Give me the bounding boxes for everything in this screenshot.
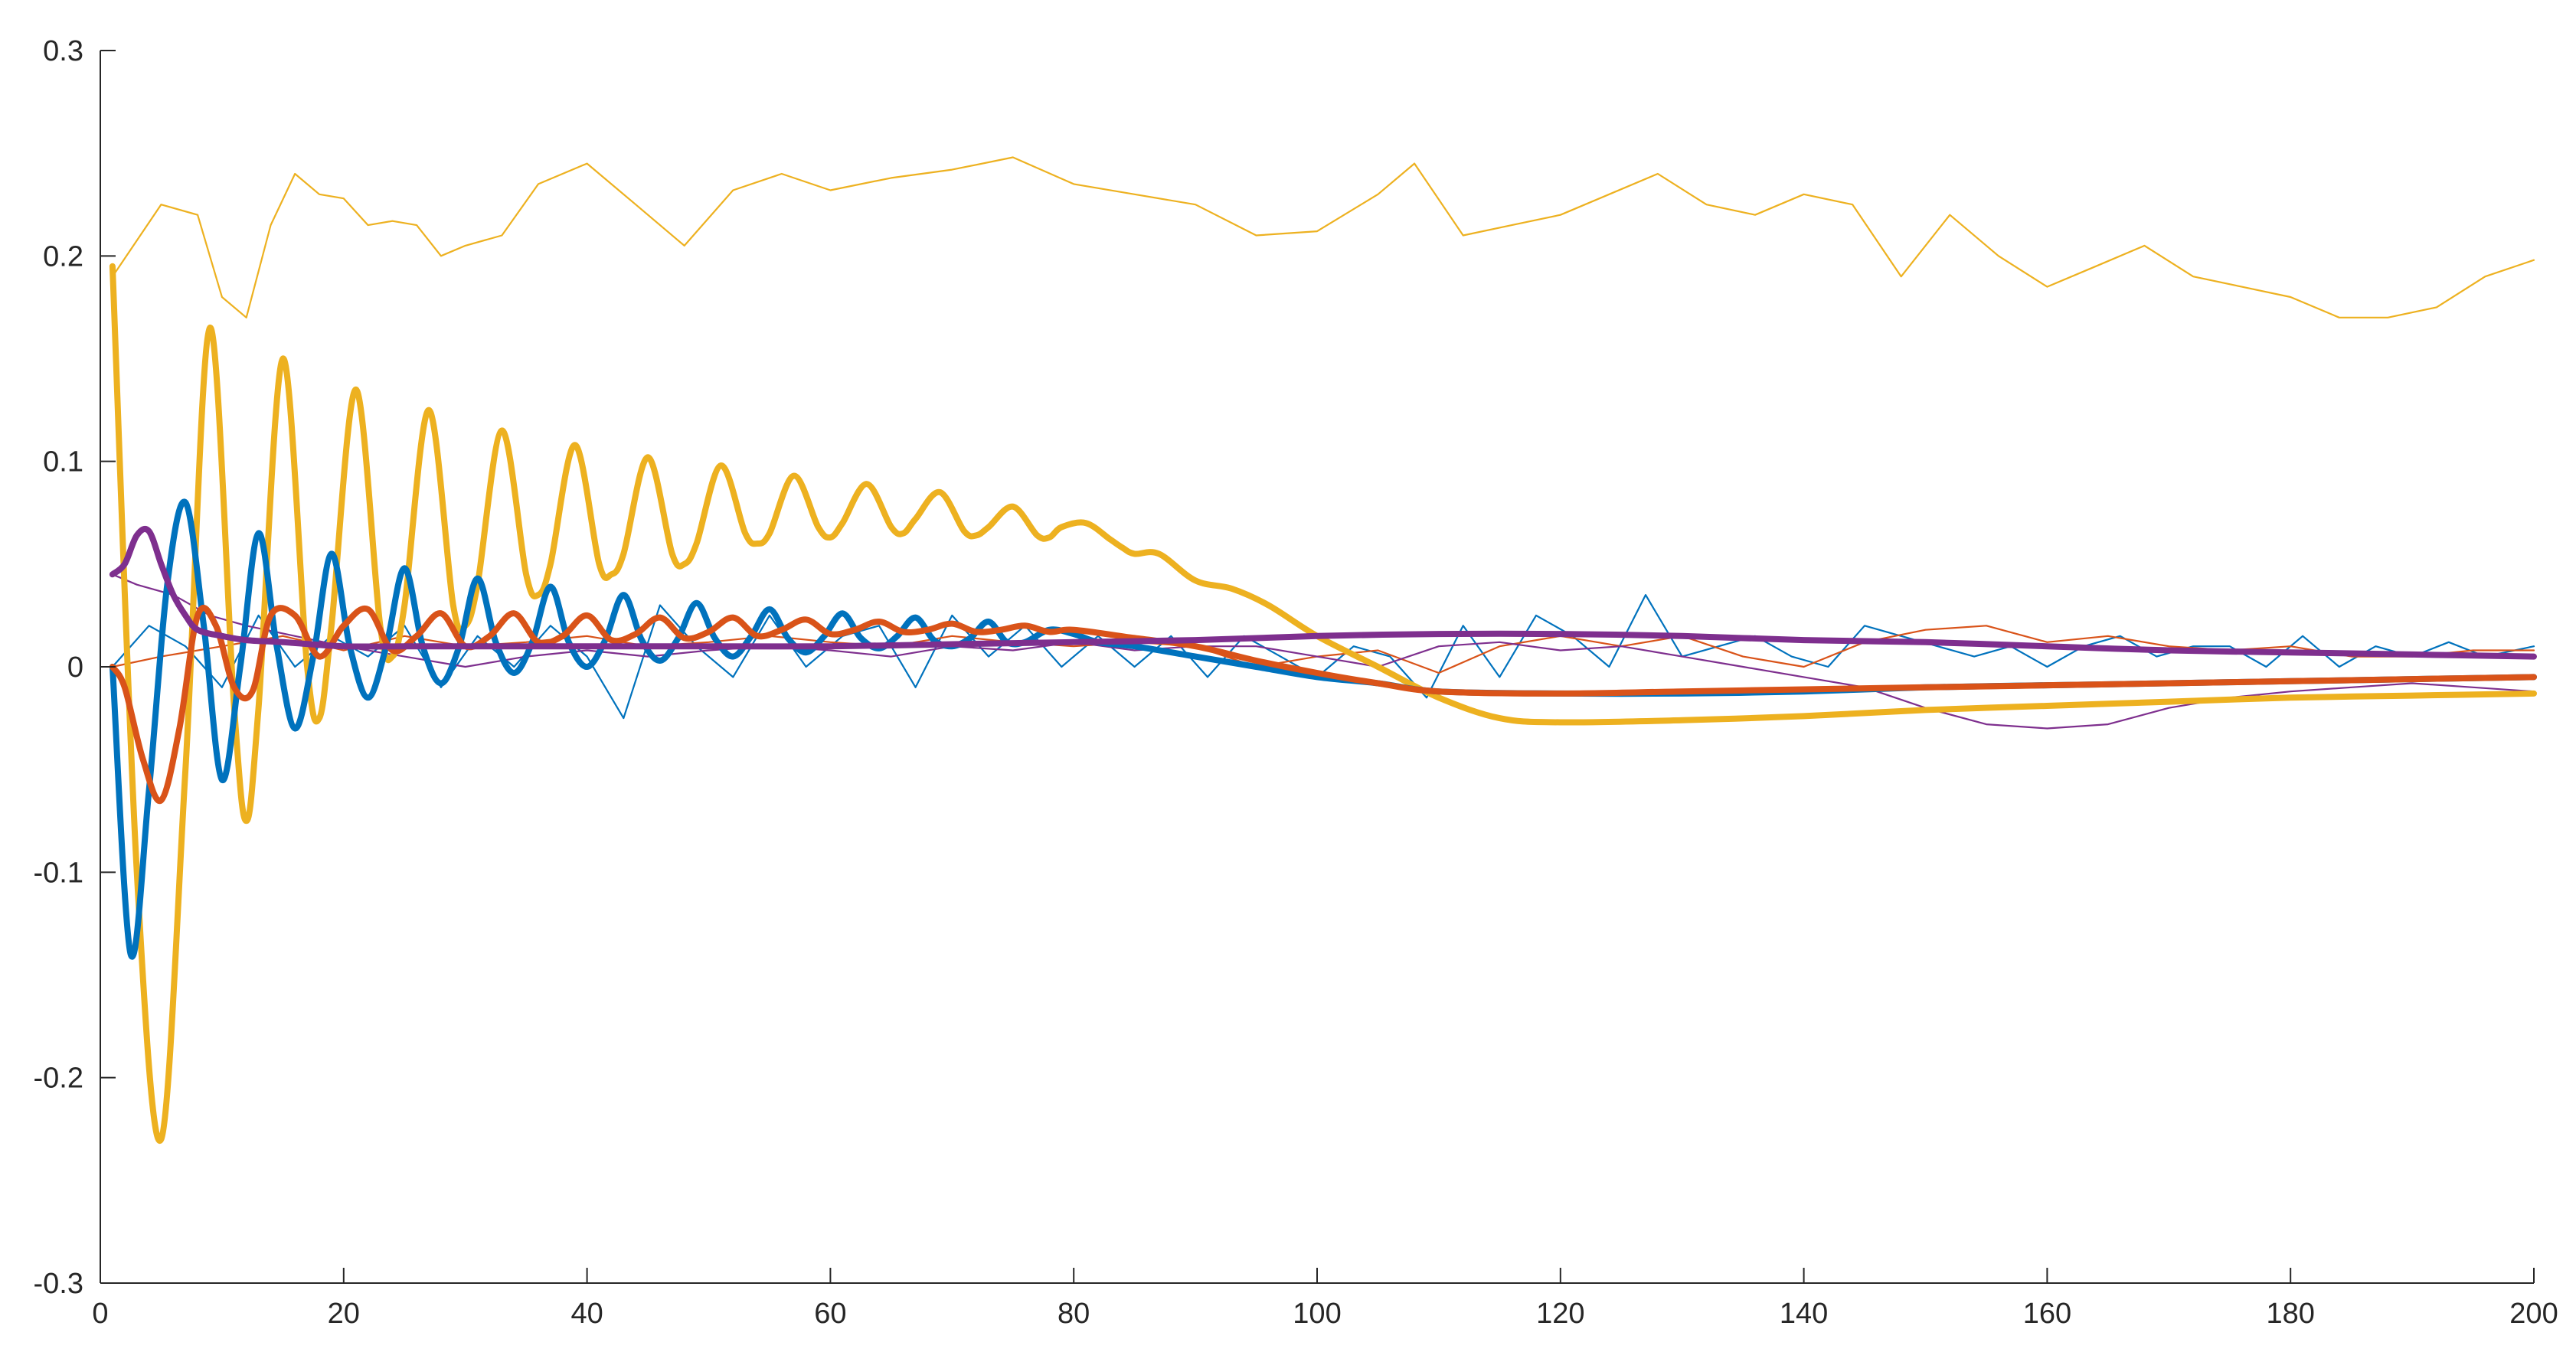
series-layer	[109, 156, 2537, 1145]
x-tick-label: 40	[570, 1298, 603, 1330]
y-tick-label: 0.1	[43, 446, 83, 478]
thin-series-line-3	[111, 573, 2535, 730]
y-tick-label: -0.3	[34, 1268, 83, 1300]
y-tick-label: -0.2	[34, 1063, 83, 1095]
x-tick-label: 180	[2266, 1298, 2314, 1330]
y-ticks: -0.3 -0.2 -0.1 0 0.1 0.2 0.3	[34, 35, 116, 1300]
x-tick-label: 140	[1780, 1298, 1828, 1330]
thick-series-line-4	[109, 263, 2537, 1145]
thick-series-line-5	[109, 498, 2537, 960]
y-tick-label: 0.3	[43, 35, 83, 67]
x-tick-label: 200	[2509, 1298, 2558, 1330]
x-tick-label: 20	[328, 1298, 360, 1330]
y-tick-label: 0	[67, 651, 83, 684]
y-tick-label: 0.2	[43, 240, 83, 273]
x-tick-label: 120	[1536, 1298, 1584, 1330]
y-tick-label: -0.1	[34, 857, 83, 889]
x-tick-label: 60	[814, 1298, 846, 1330]
x-tick-label: 100	[1293, 1298, 1341, 1330]
x-tick-label: 0	[92, 1298, 108, 1330]
x-ticks: 0 20 40 60 80 100 120 140 160 180 200	[92, 1268, 2558, 1330]
x-tick-label: 80	[1058, 1298, 1090, 1330]
thin-series-line-0	[111, 156, 2535, 318]
x-tick-label: 160	[2023, 1298, 2071, 1330]
thick-series-line-6	[109, 605, 2537, 805]
thick-series-line-7	[109, 525, 2537, 660]
